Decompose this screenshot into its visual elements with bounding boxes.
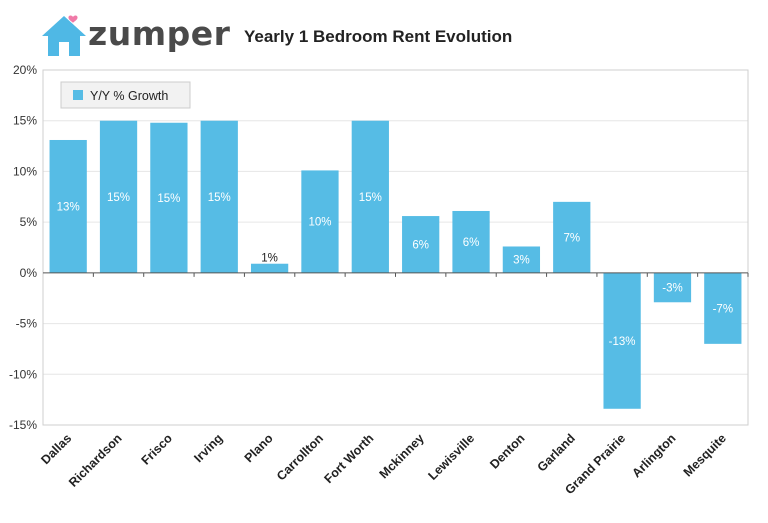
- bar: [502, 246, 541, 273]
- brand-name: zumper: [88, 14, 231, 53]
- plot-frame: [42, 69, 749, 426]
- data-label: 3%: [513, 255, 530, 267]
- bar: [150, 122, 188, 273]
- y-tick-label: 15%: [13, 114, 37, 128]
- bar: [653, 272, 692, 303]
- legend: Y/Y % Growth: [60, 81, 191, 109]
- x-category-label: Garland: [535, 431, 578, 474]
- data-label: 15%: [107, 192, 130, 204]
- x-category-label: Frisco: [139, 431, 176, 468]
- data-label: 15%: [157, 193, 180, 205]
- data-label: 15%: [208, 192, 231, 204]
- x-category-label: Dallas: [38, 431, 74, 467]
- bar: [603, 272, 641, 409]
- x-category-label: Carrollton: [274, 431, 326, 483]
- y-tick-label: 20%: [13, 63, 37, 77]
- x-category-label: Arlington: [629, 431, 678, 480]
- data-label: -3%: [662, 283, 682, 295]
- y-tick-label: -5%: [16, 317, 38, 331]
- x-category-label: Mesquite: [681, 431, 729, 479]
- chart-title: Yearly 1 Bedroom Rent Evolution: [244, 27, 513, 46]
- data-label: 6%: [412, 239, 429, 251]
- bar: [301, 170, 339, 273]
- data-label: -13%: [609, 336, 636, 348]
- x-category-label: Fort Worth: [322, 431, 377, 486]
- gridlines: [43, 120, 748, 375]
- bar: [49, 139, 87, 273]
- legend-label: Y/Y % Growth: [90, 89, 168, 103]
- data-label: 6%: [463, 237, 480, 249]
- data-label: -7%: [713, 303, 733, 315]
- data-label: 15%: [359, 192, 382, 204]
- data-label: 7%: [563, 232, 580, 244]
- data-label: 1%: [261, 253, 278, 265]
- legend-swatch: [73, 90, 83, 100]
- bars: 13% 15% 15% 15% 1% 10% 15% 6% 6% 3% 7% -13% -3% -7%: [49, 120, 742, 409]
- x-category-label: Denton: [487, 431, 527, 471]
- y-tick-label: -10%: [9, 367, 37, 381]
- plot-border: [42, 69, 749, 426]
- data-label: 13%: [57, 201, 80, 213]
- x-category-label: Richardson: [66, 431, 125, 490]
- y-tick-label: -15%: [9, 418, 37, 432]
- y-tick-label: 5%: [20, 215, 38, 229]
- bar: [402, 216, 440, 273]
- x-category-label: Plano: [242, 431, 276, 465]
- zumper-logo: [40, 12, 230, 60]
- data-label: 10%: [308, 217, 331, 229]
- bar: [351, 120, 389, 273]
- bar: [99, 120, 138, 273]
- bar: [200, 120, 238, 273]
- y-tick-label: 10%: [13, 164, 37, 178]
- y-axis-ticks: -15% -10% -5% 0% 5% 10% 15% 20%: [9, 63, 37, 432]
- bar: [452, 210, 490, 273]
- house-icon: [42, 15, 86, 56]
- bar: [250, 263, 289, 273]
- x-category-label: Irving: [191, 431, 225, 465]
- y-tick-label: 0%: [20, 266, 38, 280]
- x-category-label: Mckinney: [377, 431, 427, 481]
- bar: [553, 201, 591, 273]
- bar: [704, 272, 742, 344]
- x-category-label: Lewisville: [425, 431, 477, 483]
